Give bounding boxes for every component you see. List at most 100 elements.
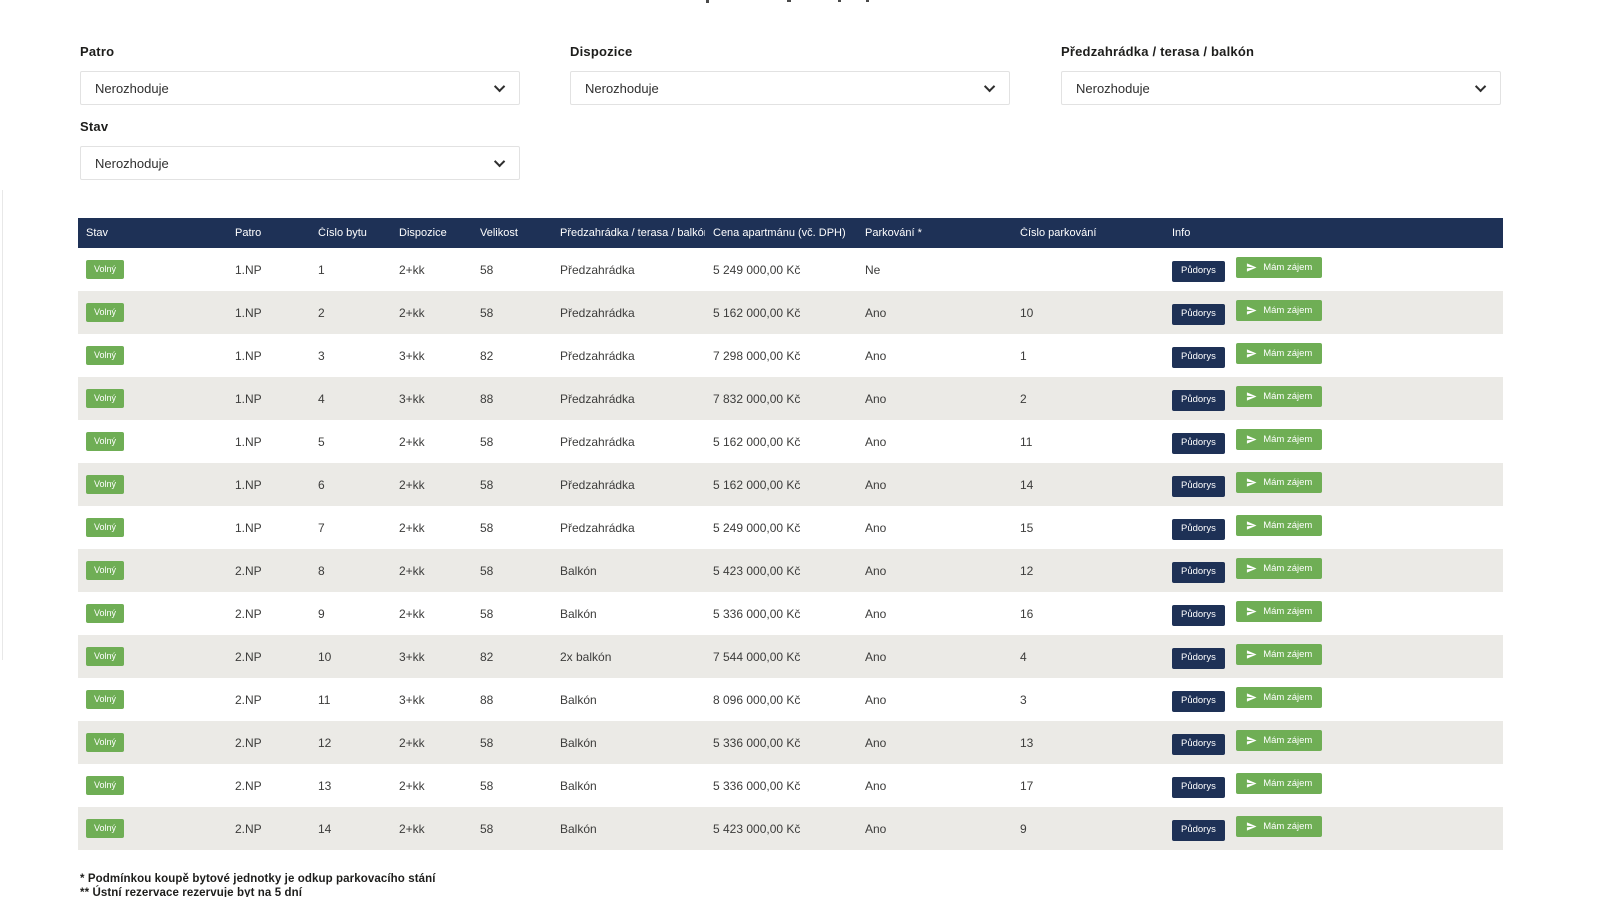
cell-parkovani: Ano [865, 692, 887, 707]
filter-stav-select[interactable]: Nerozhoduje [80, 146, 520, 180]
mam-zajem-button[interactable]: Mám zájem [1236, 257, 1323, 279]
cell-patro: 1.NP [235, 391, 262, 406]
cell-parkovani: Ne [865, 262, 881, 277]
mam-zajem-button[interactable]: Mám zájem [1236, 429, 1323, 451]
cell-parkovani: Ano [865, 391, 887, 406]
mam-zajem-button[interactable]: Mám zájem [1236, 472, 1323, 494]
cell-predzahradka: Balkón [560, 778, 597, 793]
cell-patro: 1.NP [235, 520, 262, 535]
mam-zajem-button[interactable]: Mám zájem [1236, 687, 1323, 709]
pudorys-button[interactable]: Půdorys [1172, 432, 1225, 454]
cell-cislo-parkovani: 16 [1020, 606, 1034, 621]
cell-patro: 1.NP [235, 477, 262, 492]
cell-velikost: 58 [480, 821, 494, 836]
pudorys-button[interactable]: Půdorys [1172, 690, 1225, 712]
cell-predzahradka: Předzahrádka [560, 477, 635, 492]
pudorys-button[interactable]: Půdorys [1172, 389, 1225, 411]
cell-cena: 5 162 000,00 Kč [713, 477, 801, 492]
pudorys-button[interactable]: Půdorys [1172, 561, 1225, 583]
cell-cena: 5 423 000,00 Kč [713, 563, 801, 578]
table-row: Volný 1.NP 1 2+kk 58 Předzahrádka 5 249 … [78, 248, 1503, 291]
filter-dispozice: Dispozice Nerozhoduje [570, 44, 1010, 105]
status-badge: Volný [86, 690, 125, 709]
pudorys-button[interactable]: Půdorys [1172, 776, 1225, 798]
cell-cislo-bytu: 10 [318, 649, 332, 664]
cell-dispozice: 2+kk [399, 821, 425, 836]
table-row: Volný 2.NP 11 3+kk 88 Balkón 8 096 000,0… [78, 678, 1503, 721]
status-badge: Volný [86, 432, 125, 451]
column-header-stav: Stav [86, 227, 109, 239]
table-row: Volný 1.NP 4 3+kk 88 Předzahrádka 7 832 … [78, 377, 1503, 420]
mam-zajem-button[interactable]: Mám zájem [1236, 300, 1323, 322]
filter-predzahradka-select[interactable]: Nerozhoduje [1061, 71, 1501, 105]
pudorys-button[interactable]: Půdorys [1172, 303, 1225, 325]
cell-velikost: 82 [480, 649, 494, 664]
pudorys-button[interactable]: Půdorys [1172, 647, 1225, 669]
filter-predzahradka: Předzahrádka / terasa / balkón Nerozhodu… [1061, 44, 1501, 105]
cell-cena: 8 096 000,00 Kč [713, 692, 801, 707]
cell-velikost: 58 [480, 477, 494, 492]
cell-cislo-parkovani: 12 [1020, 563, 1034, 578]
pudorys-button[interactable]: Půdorys [1172, 260, 1225, 282]
pudorys-button[interactable]: Půdorys [1172, 475, 1225, 497]
pudorys-button[interactable]: Půdorys [1172, 604, 1225, 626]
mam-zajem-button[interactable]: Mám zájem [1236, 343, 1323, 365]
paper-plane-icon [1247, 263, 1257, 272]
filter-patro-select[interactable]: Nerozhoduje [80, 71, 520, 105]
cell-cena: 5 249 000,00 Kč [713, 520, 801, 535]
table-row: Volný 2.NP 13 2+kk 58 Balkón 5 336 000,0… [78, 764, 1503, 807]
mam-zajem-button[interactable]: Mám zájem [1236, 558, 1323, 580]
cell-dispozice: 2+kk [399, 477, 425, 492]
filter-stav-value: Nerozhoduje [95, 155, 169, 171]
mam-zajem-button[interactable]: Mám zájem [1236, 816, 1323, 838]
cell-parkovani: Ano [865, 821, 887, 836]
cell-cislo-parkovani: 11 [1020, 434, 1033, 449]
mam-zajem-button[interactable]: Mám zájem [1236, 601, 1323, 623]
paper-plane-icon [1247, 736, 1257, 745]
cell-cislo-parkovani: 14 [1020, 477, 1034, 492]
mam-zajem-button[interactable]: Mám zájem [1236, 730, 1323, 752]
filter-dispozice-select[interactable]: Nerozhoduje [570, 71, 1010, 105]
cell-velikost: 58 [480, 735, 494, 750]
footnote-reservation: ** Ústní rezervace rezervuje byt na 5 dn… [80, 887, 303, 897]
mam-zajem-button[interactable]: Mám zájem [1236, 773, 1323, 795]
cell-parkovani: Ano [865, 563, 887, 578]
pudorys-button[interactable]: Půdorys [1172, 733, 1225, 755]
cell-predzahradka: Předzahrádka [560, 520, 635, 535]
cell-cena: 5 249 000,00 Kč [713, 262, 801, 277]
cell-patro: 2.NP [235, 692, 262, 707]
cell-dispozice: 2+kk [399, 606, 425, 621]
status-badge: Volný [86, 260, 125, 279]
cell-parkovani: Ano [865, 477, 887, 492]
cell-dispozice: 2+kk [399, 305, 425, 320]
pudorys-button[interactable]: Půdorys [1172, 346, 1225, 368]
table-row: Volný 1.NP 6 2+kk 58 Předzahrádka 5 162 … [78, 463, 1503, 506]
cell-patro: 2.NP [235, 606, 262, 621]
cell-predzahradka: Předzahrádka [560, 262, 635, 277]
cell-dispozice: 3+kk [399, 692, 425, 707]
filter-predzahradka-value: Nerozhoduje [1076, 80, 1150, 96]
cell-cena: 5 336 000,00 Kč [713, 735, 801, 750]
column-header-parkovani: Parkování * [865, 227, 922, 239]
cell-dispozice: 2+kk [399, 520, 425, 535]
pudorys-button[interactable]: Půdorys [1172, 518, 1225, 540]
status-badge: Volný [86, 475, 125, 494]
mam-zajem-label: Mám zájem [1263, 477, 1313, 489]
mam-zajem-button[interactable]: Mám zájem [1236, 515, 1323, 537]
cell-velikost: 58 [480, 606, 494, 621]
cell-parkovani: Ano [865, 348, 887, 363]
mam-zajem-label: Mám zájem [1263, 606, 1313, 618]
status-badge: Volný [86, 733, 125, 752]
paper-plane-icon [1247, 693, 1257, 702]
mam-zajem-button[interactable]: Mám zájem [1236, 644, 1323, 666]
left-edge-divider [2, 190, 3, 660]
filter-patro-label: Patro [80, 44, 115, 59]
clipped-heading-remnant [787, 0, 791, 2]
mam-zajem-button[interactable]: Mám zájem [1236, 386, 1323, 408]
table-row: Volný 1.NP 7 2+kk 58 Předzahrádka 5 249 … [78, 506, 1503, 549]
column-header-predzahradka: Předzahrádka / terasa / balkón [560, 227, 705, 239]
pudorys-button[interactable]: Půdorys [1172, 819, 1225, 841]
cell-cislo-parkovani: 15 [1020, 520, 1034, 535]
cell-cena: 5 162 000,00 Kč [713, 434, 801, 449]
cell-dispozice: 2+kk [399, 778, 425, 793]
